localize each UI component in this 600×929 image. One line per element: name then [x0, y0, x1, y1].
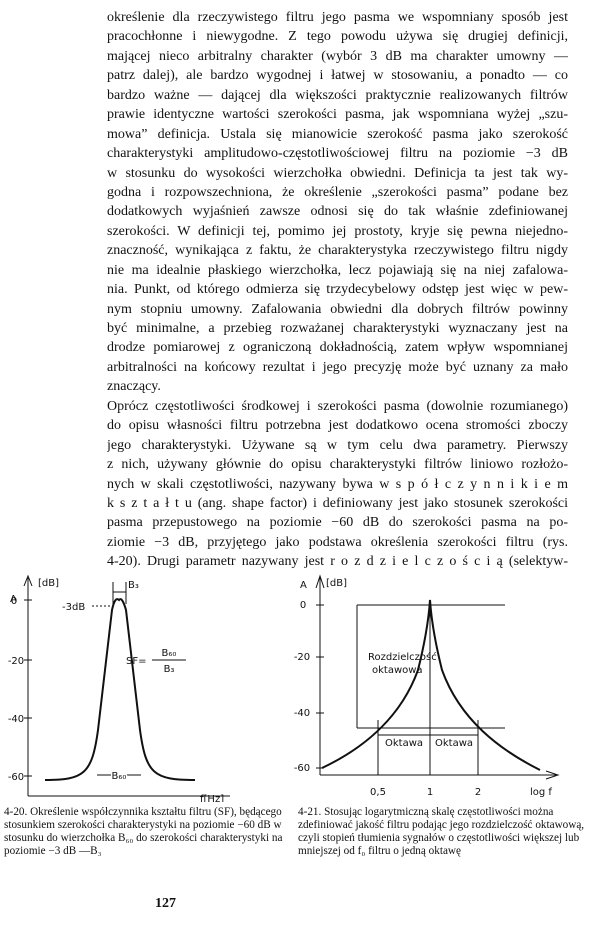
- x-tick-label: 0,5: [370, 787, 386, 798]
- y-tick-label: -40: [294, 708, 310, 719]
- text-line: dodatkowych wyjaśnień zawsze odnosi się …: [107, 204, 568, 220]
- text-line: z nich, używany głównie do opisu charakt…: [107, 457, 568, 473]
- octave-label: Oktawa: [435, 738, 473, 749]
- figure-right: A [dB] 0 -20 -40 -60 Rozdzielczość oktaw…: [294, 574, 560, 798]
- x-axis-label: f[Hz]: [200, 794, 224, 802]
- y-tick-label: -60: [294, 763, 310, 774]
- text-line: bardzo ważne — dającej dla większości pr…: [107, 87, 568, 103]
- figure-left: A [dB] 0 -20 -40 -60 B₃ -3dB SF= B₆₀ B₃ …: [8, 574, 230, 802]
- x-tick-label: 1: [427, 787, 433, 798]
- resolution-label: oktawowa: [372, 665, 423, 676]
- axis-letter: A: [10, 594, 17, 605]
- y-tick-label: -20: [294, 652, 310, 663]
- resolution-label: Rozdzielczość: [368, 651, 437, 663]
- y-tick-label: 0: [11, 596, 17, 607]
- text-line: arbitralności na końcowy rezultat i jego…: [107, 359, 568, 375]
- sf-denominator: B₃: [164, 664, 175, 675]
- page-number: 127: [155, 896, 176, 911]
- text-line: patrz dalej), ale bardzo wygodnej i łatw…: [107, 68, 568, 84]
- text-line: nych w skali częstotliwości, nazywany by…: [107, 476, 568, 492]
- text-line: godna i rozpowszechniona, że określenie …: [107, 184, 568, 200]
- text-line: charakterystyki amplitudowo-częstotliwoś…: [107, 146, 568, 162]
- y-tick-label: -40: [8, 714, 24, 725]
- text-line: szerokości. W definicji tej, pomimo jej …: [107, 223, 568, 239]
- sf-label: SF=: [126, 656, 146, 667]
- axis-unit: [dB]: [326, 578, 347, 589]
- text-line: jego charakterystyki. Używane są w tym c…: [107, 437, 568, 453]
- x-tick-label: 2: [475, 787, 481, 798]
- text-line: pracochłonne i niewygodne. Z tego powodu…: [107, 29, 568, 45]
- caption: 4-21. Stosując logarytmiczną skalę częst…: [298, 806, 585, 857]
- text-line: nia. Punkt, od którego odmierza się trzy…: [107, 282, 568, 298]
- axis-arrow: [23, 574, 33, 587]
- sf-numerator: B₆₀: [162, 648, 177, 659]
- text-line: w stosunku do wysokości wierzchołka obwi…: [107, 165, 568, 181]
- text-line: prawie identyczne wartości szerokości pa…: [107, 107, 568, 123]
- text-line: nie ma idealnie płaskiego wierzchołka, l…: [107, 262, 568, 278]
- text-line: znaczność, wynikająca z faktu, że charak…: [107, 243, 568, 259]
- b3-label: B₃: [128, 580, 139, 591]
- text-line: Oprócz częstotliwości środkowej i szerok…: [107, 398, 568, 414]
- filter-curve: [321, 599, 541, 771]
- text-line: drodze pomiarowej z ograniczoną dokładno…: [107, 340, 568, 356]
- text-line: do opisu własności filtru potrzebna jest…: [107, 418, 568, 434]
- y-tick-label: -60: [8, 772, 24, 783]
- text-line: być minimalne, a przebieg rozważanej cha…: [107, 321, 568, 336]
- octave-label: Oktawa: [385, 738, 423, 749]
- text-line: mowa” definicja. Ustala się mianowicie s…: [107, 126, 568, 142]
- axis-arrow: [315, 574, 325, 589]
- body-text: określenie dla rzeczywistego filtru jego…: [107, 8, 568, 572]
- figures: A [dB] 0 -20 -40 -60 B₃ -3dB SF= B₆₀ B₃ …: [8, 574, 560, 802]
- axis-unit: [dB]: [38, 578, 59, 589]
- axis-letter: A: [300, 580, 307, 591]
- text-line: pasma przepustowego na poziomie −60 dB d…: [107, 515, 568, 531]
- text-line: określenie dla rzeczywistego filtru jego…: [107, 10, 568, 25]
- b60-label: B₆₀: [112, 771, 127, 782]
- text-line: ziomie −3 dB, przyjętego jako podstawa o…: [107, 534, 568, 550]
- y-tick-label: 0: [300, 600, 306, 611]
- filter-curve: [44, 598, 196, 781]
- text-line: nym stopniu umowny. Zafalowania obwiedni…: [107, 301, 568, 317]
- minus3db-label: -3dB: [62, 602, 85, 613]
- text-line: k s z t a ł t u (ang. shape factor) i de…: [107, 495, 568, 511]
- axis-arrow: [545, 770, 560, 780]
- text-line: znaczący.: [107, 379, 161, 395]
- text-line: mającej nieco arbitralny charakter (wybó…: [107, 48, 568, 64]
- text-line: 4-20). Drugi parametr nazywany jest r o …: [107, 554, 568, 570]
- x-axis-label: log f: [530, 787, 552, 798]
- y-tick-label: -20: [8, 656, 24, 667]
- caption: 4-20. Określenie współczynnika kształtu …: [4, 806, 283, 857]
